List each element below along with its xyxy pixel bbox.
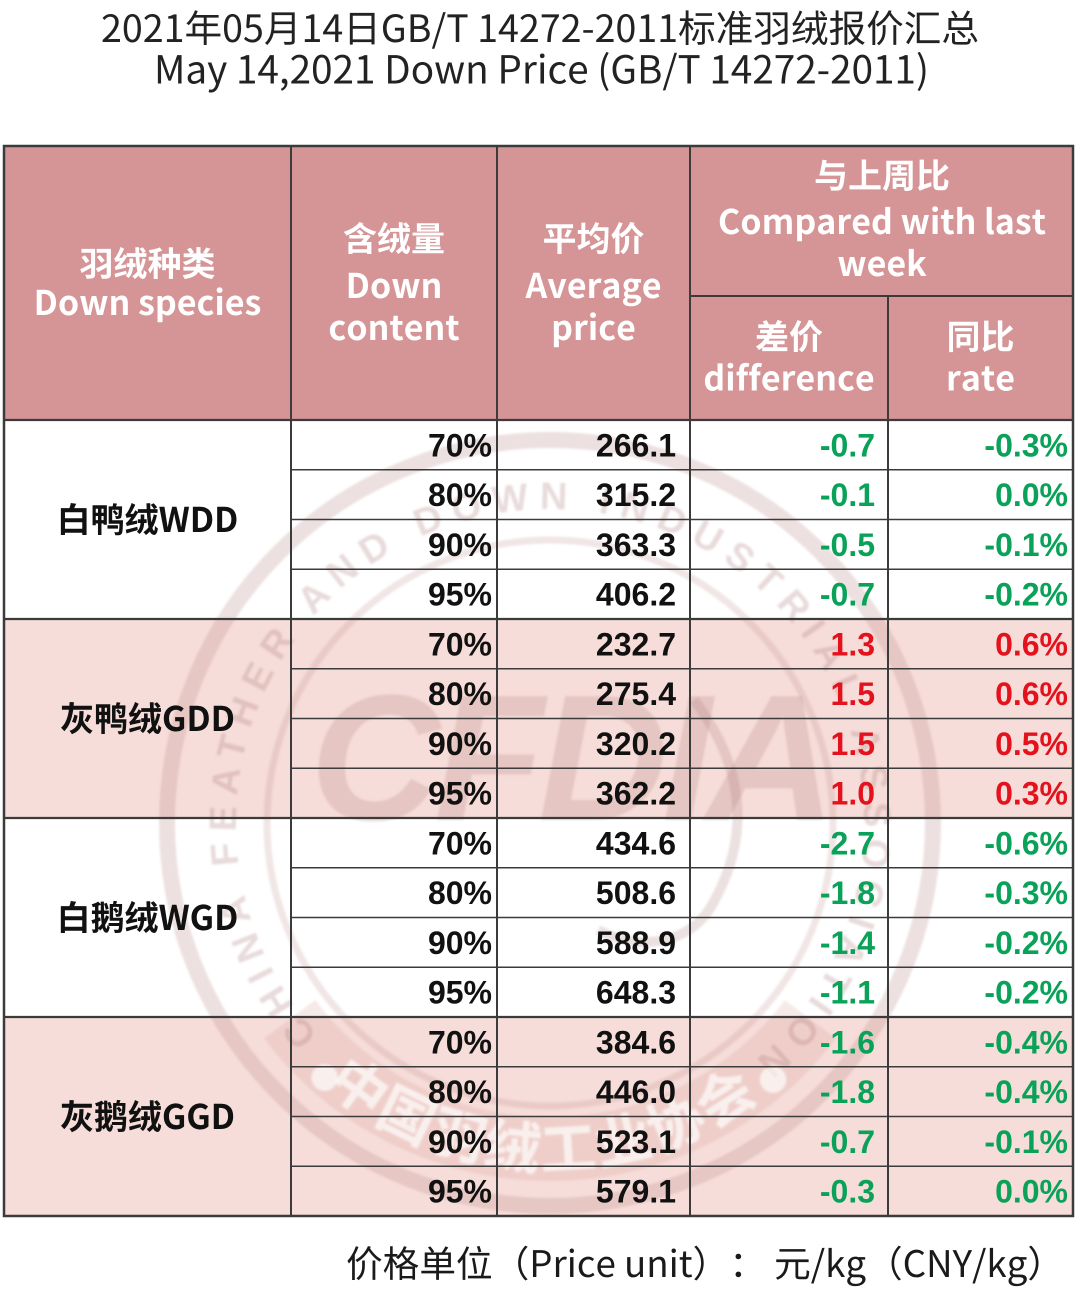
svg-text:406.2: 406.2 xyxy=(596,577,676,613)
svg-text:70%: 70% xyxy=(428,428,492,464)
svg-text:0.5%: 0.5% xyxy=(995,726,1068,762)
svg-text:648.3: 648.3 xyxy=(596,975,676,1011)
svg-text:-0.7: -0.7 xyxy=(820,1124,875,1160)
svg-text:-0.2%: -0.2% xyxy=(984,577,1068,613)
svg-text:508.6: 508.6 xyxy=(596,875,676,911)
svg-text:-1.8: -1.8 xyxy=(820,1074,875,1110)
svg-text:-0.4%: -0.4% xyxy=(984,1074,1068,1110)
svg-text:362.2: 362.2 xyxy=(596,776,676,812)
svg-text:0.6%: 0.6% xyxy=(995,676,1068,712)
svg-text:70%: 70% xyxy=(428,1025,492,1061)
svg-text:434.6: 434.6 xyxy=(596,826,676,862)
svg-text:95%: 95% xyxy=(428,1174,492,1210)
svg-text:95%: 95% xyxy=(428,776,492,812)
svg-text:-0.2%: -0.2% xyxy=(984,925,1068,961)
svg-text:1.3: 1.3 xyxy=(831,627,875,663)
svg-text:-1.4: -1.4 xyxy=(820,925,875,961)
svg-text:446.0: 446.0 xyxy=(596,1074,676,1110)
svg-text:-0.6%: -0.6% xyxy=(984,826,1068,862)
svg-text:1.5: 1.5 xyxy=(831,726,875,762)
svg-text:315.2: 315.2 xyxy=(596,477,676,513)
svg-text:95%: 95% xyxy=(428,975,492,1011)
svg-text:70%: 70% xyxy=(428,627,492,663)
svg-text:0.0%: 0.0% xyxy=(995,1174,1068,1210)
svg-text:-0.3: -0.3 xyxy=(820,1174,875,1210)
svg-text:1.5: 1.5 xyxy=(831,676,875,712)
svg-text:384.6: 384.6 xyxy=(596,1025,676,1061)
svg-text:80%: 80% xyxy=(428,1074,492,1110)
svg-text:-0.4%: -0.4% xyxy=(984,1025,1068,1061)
svg-text:-1.8: -1.8 xyxy=(820,875,875,911)
svg-text:70%: 70% xyxy=(428,826,492,862)
svg-text:-1.6: -1.6 xyxy=(820,1025,875,1061)
svg-text:0.6%: 0.6% xyxy=(995,627,1068,663)
svg-text:90%: 90% xyxy=(428,925,492,961)
svg-text:266.1: 266.1 xyxy=(596,428,676,464)
svg-text:232.7: 232.7 xyxy=(596,627,676,663)
svg-text:95%: 95% xyxy=(428,577,492,613)
svg-text:0.3%: 0.3% xyxy=(995,776,1068,812)
svg-text:90%: 90% xyxy=(428,527,492,563)
svg-text:-0.3%: -0.3% xyxy=(984,428,1068,464)
svg-text:523.1: 523.1 xyxy=(596,1124,676,1160)
svg-text:CFDIA: CFDIA xyxy=(310,658,830,859)
svg-text:80%: 80% xyxy=(428,477,492,513)
svg-text:90%: 90% xyxy=(428,1124,492,1160)
svg-text:275.4: 275.4 xyxy=(596,676,676,712)
svg-text:-2.7: -2.7 xyxy=(820,826,875,862)
svg-text:-0.1: -0.1 xyxy=(820,477,875,513)
svg-text:-1.1: -1.1 xyxy=(820,975,875,1011)
svg-text:80%: 80% xyxy=(428,875,492,911)
svg-text:-0.7: -0.7 xyxy=(820,577,875,613)
svg-text:-0.2%: -0.2% xyxy=(984,975,1068,1011)
svg-text:0.0%: 0.0% xyxy=(995,477,1068,513)
svg-text:320.2: 320.2 xyxy=(596,726,676,762)
svg-text:-0.1%: -0.1% xyxy=(984,527,1068,563)
svg-text:-0.3%: -0.3% xyxy=(984,875,1068,911)
svg-text:588.9: 588.9 xyxy=(596,925,676,961)
svg-text:90%: 90% xyxy=(428,726,492,762)
svg-text:-0.7: -0.7 xyxy=(820,428,875,464)
svg-text:1.0: 1.0 xyxy=(831,776,875,812)
svg-text:-0.1%: -0.1% xyxy=(984,1124,1068,1160)
svg-text:-0.5: -0.5 xyxy=(820,527,875,563)
svg-text:80%: 80% xyxy=(428,676,492,712)
svg-text:363.3: 363.3 xyxy=(596,527,676,563)
svg-text:579.1: 579.1 xyxy=(596,1174,676,1210)
